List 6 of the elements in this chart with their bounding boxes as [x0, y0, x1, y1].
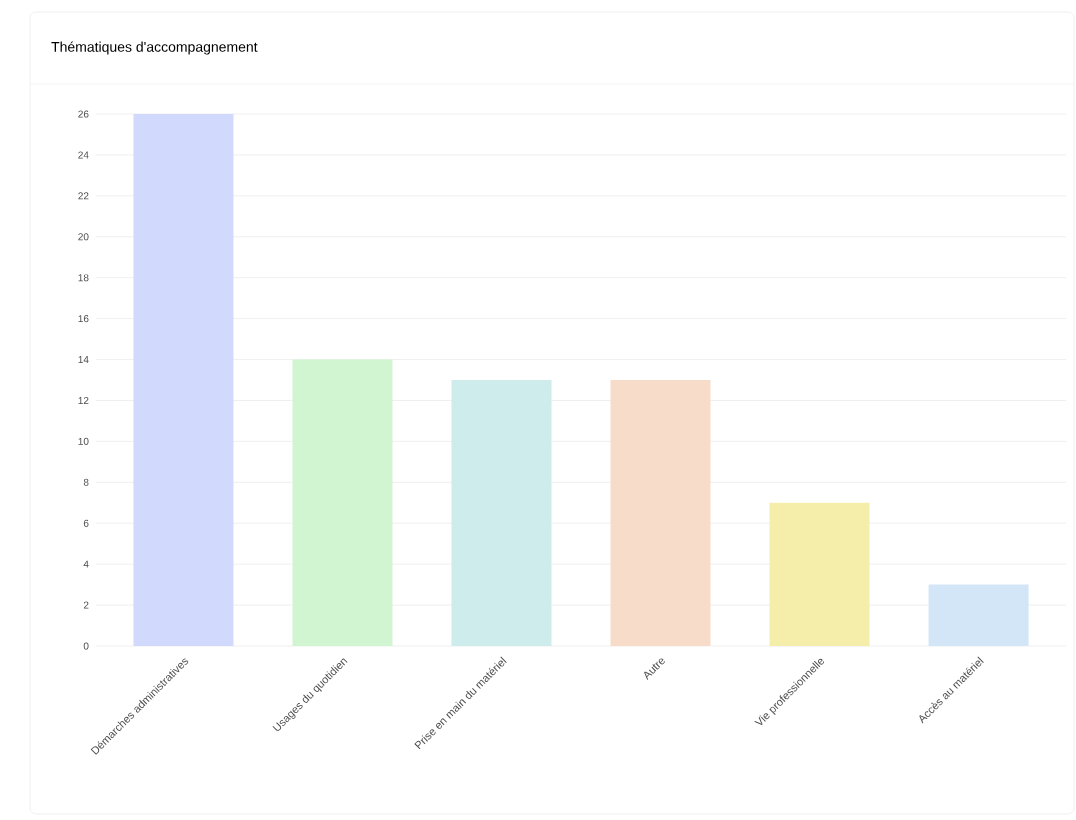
bar: [928, 584, 1029, 646]
bar: [292, 359, 393, 646]
bar: [451, 380, 552, 646]
bar: [610, 380, 711, 646]
bar: [133, 114, 234, 646]
bar: [769, 502, 870, 646]
